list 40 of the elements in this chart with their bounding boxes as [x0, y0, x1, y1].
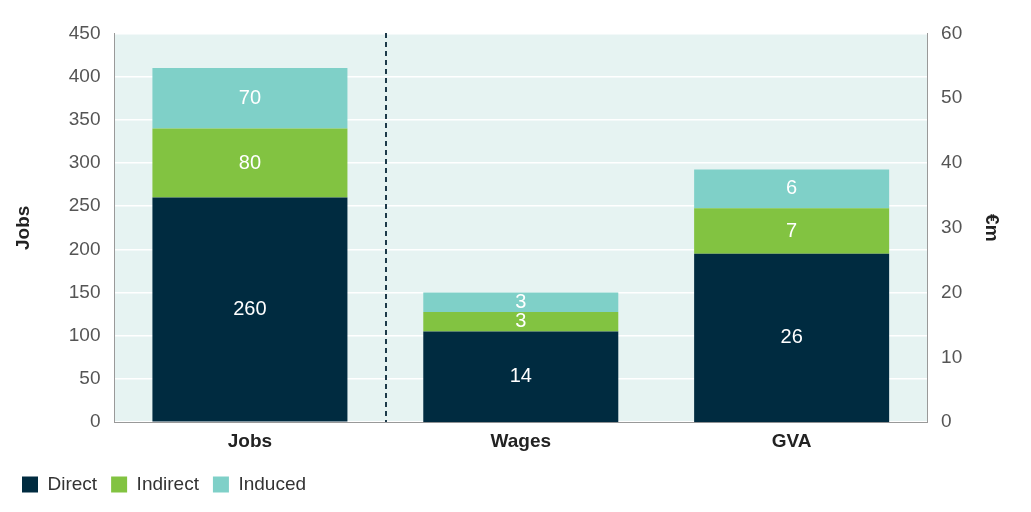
data-label: 70 — [238, 85, 262, 108]
bar — [423, 312, 619, 332]
data-label: 7 — [786, 218, 798, 241]
data-label: 26 — [780, 325, 803, 348]
data-label: 260 — [233, 297, 267, 320]
y-tick-label: 150 — [68, 280, 101, 302]
y2-tick-label: 10 — [941, 345, 963, 367]
y-tick-label: 0 — [89, 410, 101, 432]
y-tick-label: 100 — [68, 324, 101, 346]
y2-tick-label: 40 — [941, 151, 963, 173]
y-tick-label: 450 — [68, 21, 101, 43]
y2-tick-label: 30 — [941, 216, 963, 238]
y-axis-title: Jobs — [11, 205, 33, 250]
x-tick-label: GVA — [771, 429, 812, 451]
data-label: 14 — [509, 364, 532, 387]
data-label: 3 — [515, 289, 527, 312]
y2-tick-label: 0 — [941, 410, 952, 432]
y-tick-label: 350 — [68, 108, 101, 130]
y2-axis-title: €m — [982, 214, 1004, 242]
y2-tick-label: 20 — [941, 280, 963, 302]
data-label: 6 — [786, 176, 798, 199]
data-label: 80 — [238, 150, 262, 173]
y-tick-label: 200 — [68, 237, 101, 259]
bar — [694, 208, 890, 254]
y-tick-label: 250 — [68, 194, 101, 216]
bar — [423, 292, 619, 313]
data-label: 3 — [515, 309, 527, 332]
y2-tick-label: 60 — [941, 21, 963, 43]
x-tick-label: Wages — [490, 429, 552, 451]
bar — [423, 331, 619, 423]
legend-label: Induced — [238, 472, 307, 494]
y2-tick-label: 50 — [941, 86, 963, 108]
legend-label: Direct — [47, 472, 98, 494]
y-tick-label: 300 — [68, 151, 101, 173]
y-tick-label: 400 — [68, 64, 101, 86]
bar — [694, 253, 890, 423]
bar — [694, 169, 890, 209]
y-tick-label: 50 — [79, 367, 101, 389]
x-tick-label: Jobs — [227, 429, 273, 451]
legend-label: Indirect — [136, 472, 200, 494]
